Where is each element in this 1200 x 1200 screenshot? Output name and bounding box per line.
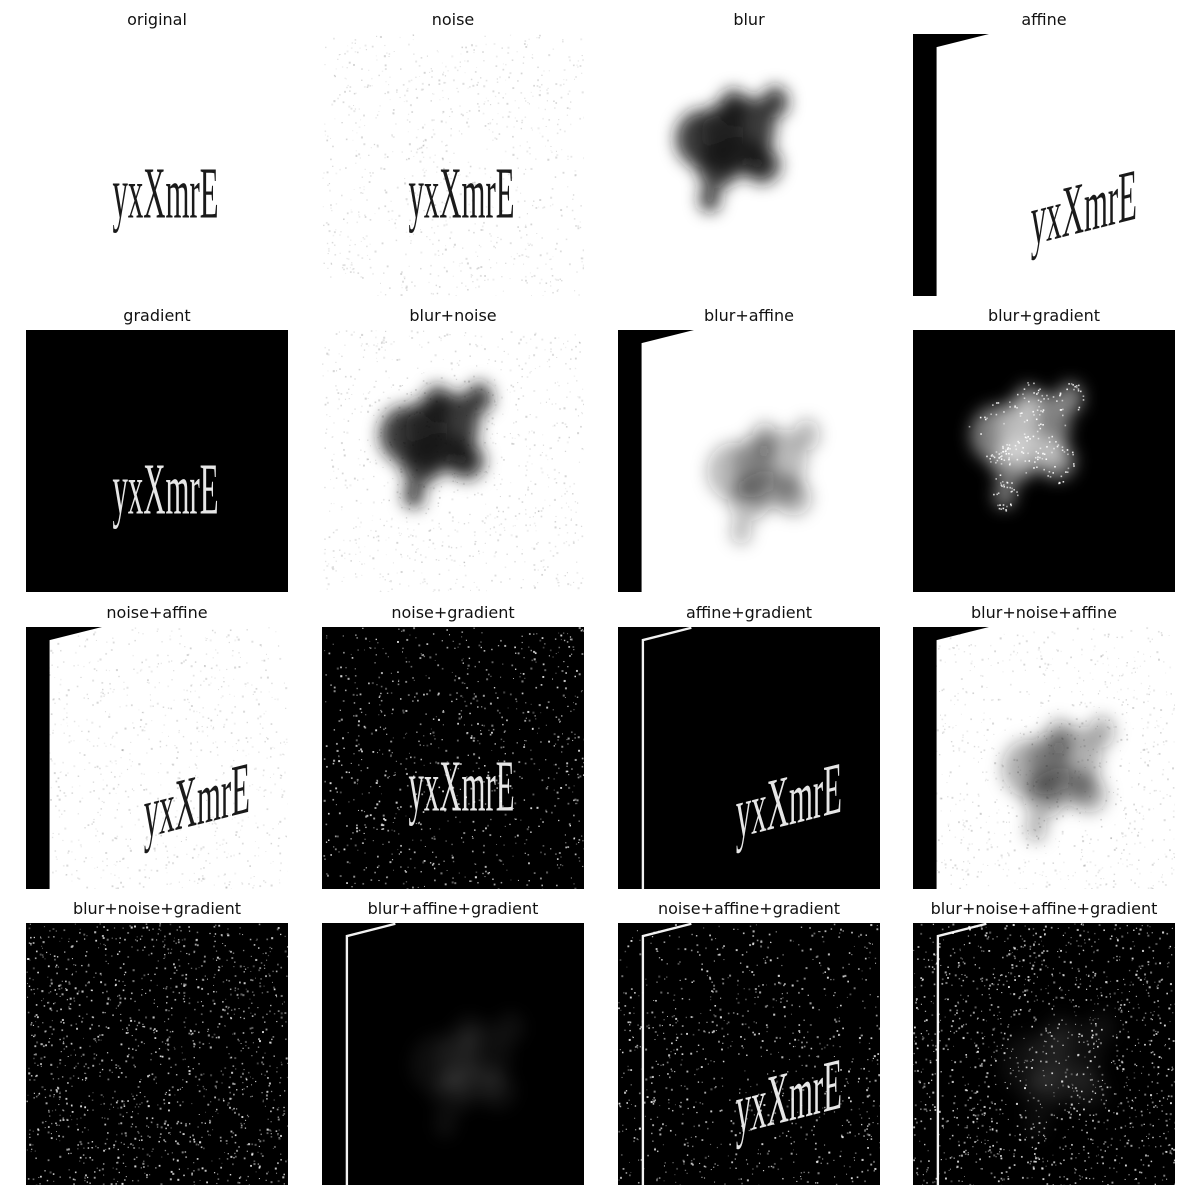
panel-title: blur+affine+gradient xyxy=(367,899,539,918)
augmented-image xyxy=(26,923,288,1185)
augmented-image: yxXmrE xyxy=(26,34,288,296)
augmented-image: yxXmrE xyxy=(322,627,584,889)
panel-title: affine+gradient xyxy=(685,603,813,622)
panel-title: blur+gradient xyxy=(987,306,1101,325)
augmented-image xyxy=(322,923,584,1185)
panel-title: blur+noise+affine xyxy=(971,603,1117,622)
augmented-image: yxXmrE xyxy=(913,34,1175,296)
augmented-image xyxy=(618,330,880,592)
panel-title: blur+noise+gradient xyxy=(72,899,242,918)
panel-title: blur xyxy=(733,10,765,29)
augmented-image xyxy=(618,34,880,296)
panel-title: gradient xyxy=(123,306,191,325)
panel-title: blur+affine xyxy=(704,306,794,325)
augmented-image: yxXmrE xyxy=(618,923,880,1185)
panel-title: blur+noise xyxy=(409,306,497,325)
augmented-image xyxy=(913,330,1175,592)
sample-word-text: yxXmrE xyxy=(112,450,218,531)
sample-word-text: yxXmrE xyxy=(408,154,514,235)
panel-title: noise+gradient xyxy=(391,603,515,622)
panel-title: noise xyxy=(431,10,475,29)
panel-title: affine xyxy=(1021,10,1067,29)
panel-title: noise+affine xyxy=(106,603,208,622)
sample-word-text: yxXmrE xyxy=(408,747,514,828)
augmented-image xyxy=(913,923,1175,1185)
panel-title: noise+affine+gradient xyxy=(657,899,841,918)
augmented-image: yxXmrE xyxy=(322,34,584,296)
panel-title: original xyxy=(127,10,187,29)
augmented-image: yxXmrE xyxy=(618,627,880,889)
augmented-image: yxXmrE xyxy=(26,330,288,592)
augmented-image: yxXmrE xyxy=(26,627,288,889)
augmented-image xyxy=(913,627,1175,889)
sample-word-text: yxXmrE xyxy=(112,154,218,235)
augmented-image xyxy=(322,330,584,592)
panel-title: blur+noise+affine+gradient xyxy=(930,899,1158,918)
